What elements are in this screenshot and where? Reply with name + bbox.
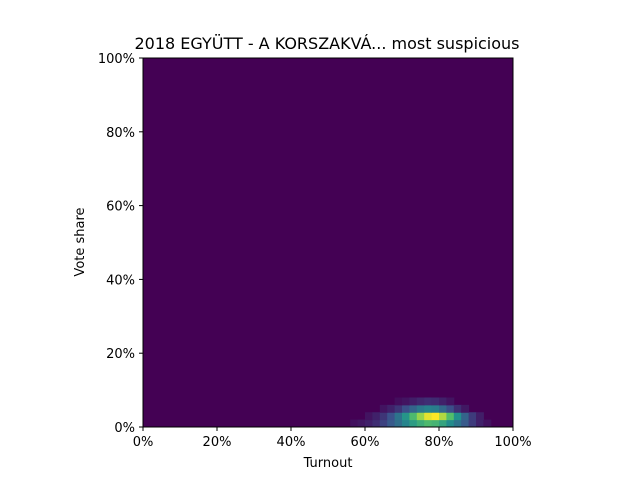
density-cell [461, 419, 470, 428]
x-tick-label: 0% [133, 435, 154, 450]
density-cell [409, 412, 418, 421]
y-tick-label: 40% [106, 273, 135, 288]
density-cell [357, 419, 366, 428]
density-cell [416, 397, 425, 406]
density-cell [453, 419, 462, 428]
density-cell [394, 419, 403, 428]
density-cell [439, 404, 447, 413]
y-axis: 0% 20% 40% 60% 80% 100% [98, 52, 143, 436]
density-cell [431, 412, 440, 421]
density-cell [402, 412, 410, 421]
density-cell [394, 412, 403, 421]
density-cell [461, 412, 470, 421]
density-cells [350, 397, 492, 428]
density-cell [387, 419, 396, 428]
density-cell [439, 419, 447, 428]
y-tick-label: 100% [98, 52, 135, 67]
density-cell [446, 412, 455, 421]
density-cell [416, 419, 425, 428]
density-cell [379, 404, 388, 413]
density-cell [416, 412, 425, 421]
y-tick-label: 0% [114, 421, 135, 436]
density-cell [483, 419, 492, 428]
density-cell [468, 419, 477, 428]
y-tick-label: 20% [106, 347, 135, 362]
density-cell [402, 419, 410, 428]
density-cell [439, 397, 447, 406]
density-cell [394, 404, 403, 413]
density-cell [402, 404, 410, 413]
density-cell [365, 419, 373, 428]
density-cell [394, 397, 403, 406]
x-tick-label: 40% [277, 435, 306, 450]
density-cell [476, 412, 484, 421]
x-tick-label: 100% [494, 435, 531, 450]
x-tick-label: 20% [203, 435, 232, 450]
density-cell [379, 419, 388, 428]
density-cell [409, 404, 418, 413]
density-cell [431, 404, 440, 413]
density-cell [446, 419, 455, 428]
x-tick-label: 80% [425, 435, 454, 450]
density-cell [365, 412, 373, 421]
plot-frame [142, 57, 514, 428]
density-cell [409, 397, 418, 406]
density-cell [387, 404, 396, 413]
x-axis: 0% 20% 40% 60% 80% 100% [133, 427, 532, 450]
x-tick-label: 60% [351, 435, 380, 450]
density-cell [461, 404, 470, 413]
density-cell [468, 412, 477, 421]
y-tick-label: 60% [106, 200, 135, 215]
chart-title: 2018 EGYÜTT - A KORSZAKVÁ... most suspic… [134, 34, 519, 53]
density-cell [446, 404, 455, 413]
density-cell [424, 397, 433, 406]
y-axis-label: Vote share [73, 207, 88, 276]
density-cell [431, 419, 440, 428]
density-cell [476, 419, 484, 428]
density-cell [372, 419, 381, 428]
x-axis-label: Turnout [303, 456, 353, 471]
y-tick-label: 80% [106, 126, 135, 141]
density-cell [439, 412, 447, 421]
density-cell [416, 404, 425, 413]
density-cell [424, 404, 433, 413]
density-cell [453, 404, 462, 413]
density-cell [446, 397, 455, 406]
density-cell [409, 419, 418, 428]
density-cell [379, 412, 388, 421]
density-cell [424, 419, 433, 428]
density-cell [387, 412, 396, 421]
density-cell [424, 412, 433, 421]
density-cell [453, 412, 462, 421]
density-cell [372, 412, 381, 421]
density-cell [431, 397, 440, 406]
density-cell [350, 419, 359, 428]
plot-area [143, 58, 513, 427]
density-cell [402, 397, 410, 406]
